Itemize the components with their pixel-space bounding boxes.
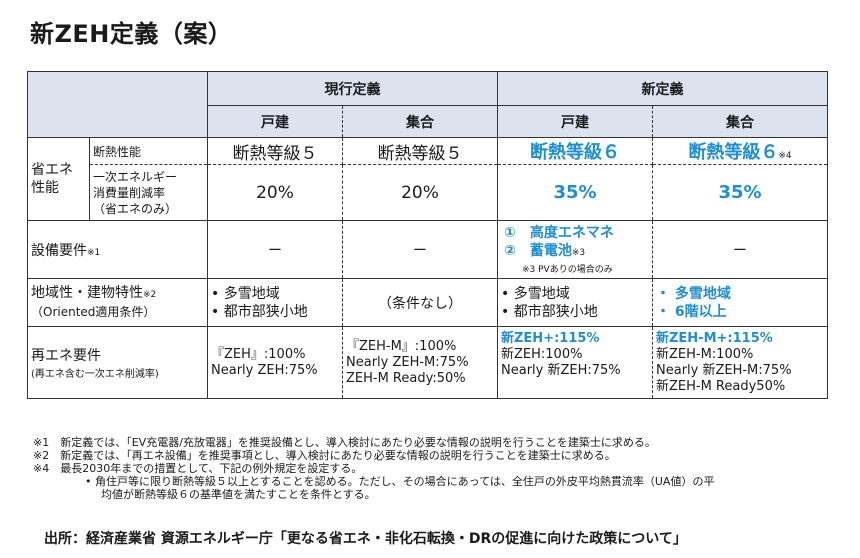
equipment-cur-collective: ー	[342, 220, 498, 279]
energy-group-label: 省エネ 性能	[27, 137, 90, 221]
source-citation: 出所：経済産業省 資源エネルギー庁「更なる省エネ・非化石転換・DRの促進に向けた…	[44, 531, 687, 547]
region-label: 地域性・建物特性	[31, 284, 143, 301]
footnote-4-detail-cont: 均値が断熱等級６の基準値を満たすことを条件とする。	[101, 488, 376, 501]
region-cur-collective: （条件なし）	[342, 278, 498, 327]
region-label-cell: 地域性・建物特性※2 （Oriented適用条件）	[27, 278, 208, 327]
list-item: 新ZEH+:115%	[501, 331, 600, 346]
footnote-4: ※4 最長2030年までの措置として、下記の例外規定を設定する。	[33, 462, 363, 475]
region-new-detached-list: • 多雪地域 • 都市部狭小地	[501, 285, 649, 321]
footnote-1: ※1 新定義では、「EV充電器/充放電器」を推奨設備とし、導入検討にあたり必要な…	[33, 436, 656, 449]
header-current: 現行定義	[207, 71, 498, 106]
zeh-definition-table: 現行定義 新定義 戸建 集合 戸建 集合 省エネ 性能 断熱性能 断熱等級５ 断…	[27, 71, 828, 399]
list-item: 新ZEH-M Ready50%	[656, 378, 786, 394]
header-current-detached: 戸建	[207, 105, 343, 138]
footnote-2: ※2 新定義では、「再エネ設備」を推奨事項とし、導入検討にあたり必要な情報の説明…	[33, 449, 616, 462]
region-sub-label: （Oriented適用条件）	[31, 304, 156, 319]
header-new-collective: 集合	[652, 105, 828, 138]
header-new: 新定義	[497, 71, 828, 106]
footnotes: ※1 新定義では、「EV充電器/充放電器」を推奨設備とし、導入検討にあたり必要な…	[33, 436, 833, 501]
header-new-detached: 戸建	[497, 105, 653, 138]
list-item: • 多雪地域	[211, 285, 280, 302]
list-item: • 都市部狭小地	[211, 303, 308, 320]
primary-cur-detached: 20%	[207, 164, 343, 221]
region-label-row: 地域性・建物特性※2	[31, 285, 204, 304]
region-new-detached: • 多雪地域 • 都市部狭小地	[497, 278, 653, 327]
equipment-item-2: ② 蓄電池	[504, 243, 572, 259]
list-item: Nearly ZEH:75%	[211, 362, 318, 378]
insulation-new-collective-value: 断熱等級６	[688, 142, 779, 163]
region-new-collective: ・ 多雪地域 ・ 6階以上	[652, 278, 828, 327]
list-item: Nearly 新ZEH-M:75%	[656, 362, 792, 378]
equipment-item-2-row: ② 蓄電池※3	[504, 242, 649, 262]
list-item: 『ZEH-M』:100%	[346, 338, 457, 354]
insulation-cur-collective: 断熱等級５	[342, 137, 498, 165]
equipment-footnote-3: ※3 PVありの場合のみ	[522, 265, 613, 275]
equipment-label: 設備要件	[31, 242, 87, 259]
insulation-new-detached: 断熱等級６	[497, 137, 653, 165]
list-item: 新ZEH-M:100%	[656, 346, 754, 362]
insulation-note-4: ※4	[778, 151, 792, 161]
insulation-label: 断熱性能	[89, 137, 208, 165]
list-item: 『ZEH』:100%	[211, 346, 306, 362]
equipment-item-1: ① 高度エネマネ	[504, 225, 614, 241]
equipment-new-detached: ① 高度エネマネ ② 蓄電池※3 ※3 PVありの場合のみ	[497, 220, 653, 279]
region-note-2: ※2	[143, 289, 157, 300]
list-item: Nearly 新ZEH:75%	[501, 363, 621, 378]
page-title: 新ZEH定義（案）	[30, 20, 233, 48]
renew-label: 再エネ要件	[31, 348, 101, 364]
renew-new-collective: 新ZEH-M+:115% 新ZEH-M:100% Nearly 新ZEH-M:7…	[652, 326, 828, 399]
renew-sub-label: (再エネ含む一次エネ削減率)	[31, 369, 159, 380]
renew-label-cell: 再エネ要件 (再エネ含む一次エネ削減率)	[27, 326, 208, 399]
equipment-new-collective: ー	[652, 220, 828, 279]
renew-new-detached: 新ZEH+:115% 新ZEH:100% Nearly 新ZEH:75%	[497, 326, 653, 399]
region-cur-detached: • 多雪地域 • 都市部狭小地	[207, 278, 343, 327]
primary-energy-label: 一次エネルギー 消費量削減率 （省エネのみ）	[89, 164, 208, 221]
list-item: 新ZEH-M+:115%	[656, 330, 773, 346]
region-new-collective-list: ・ 多雪地域 ・ 6階以上	[656, 285, 824, 321]
list-item: 新ZEH:100%	[501, 347, 583, 362]
footnote-4-detail: • 角住戸等に限り断熱等級５以上とすることを認める。ただし、その場合にあっては、…	[85, 475, 715, 488]
list-item: ・ 6階以上	[656, 303, 727, 320]
primary-new-detached: 35%	[497, 164, 653, 221]
corner-cell	[27, 71, 208, 138]
list-item: ・ 多雪地域	[656, 285, 731, 302]
renew-cur-collective: 『ZEH-M』:100% Nearly ZEH-M:75% ZEH-M Read…	[342, 326, 498, 399]
region-cur-detached-list: • 多雪地域 • 都市部狭小地	[211, 285, 339, 321]
renew-cur-detached: 『ZEH』:100% Nearly ZEH:75%	[207, 326, 343, 399]
primary-cur-collective: 20%	[342, 164, 498, 221]
insulation-cur-detached: 断熱等級５	[207, 137, 343, 165]
list-item: • 都市部狭小地	[501, 303, 598, 320]
list-item: • 多雪地域	[501, 285, 570, 302]
list-item: Nearly ZEH-M:75%	[346, 354, 469, 370]
primary-new-collective: 35%	[652, 164, 828, 221]
equipment-label-cell: 設備要件※1	[27, 220, 208, 279]
insulation-new-collective: 断熱等級６※4	[652, 137, 828, 165]
equipment-cur-detached: ー	[207, 220, 343, 279]
equipment-note-1: ※1	[87, 247, 101, 258]
header-current-collective: 集合	[342, 105, 498, 138]
list-item: ZEH-M Ready:50%	[346, 370, 466, 386]
equipment-note-3: ※3	[571, 248, 586, 258]
